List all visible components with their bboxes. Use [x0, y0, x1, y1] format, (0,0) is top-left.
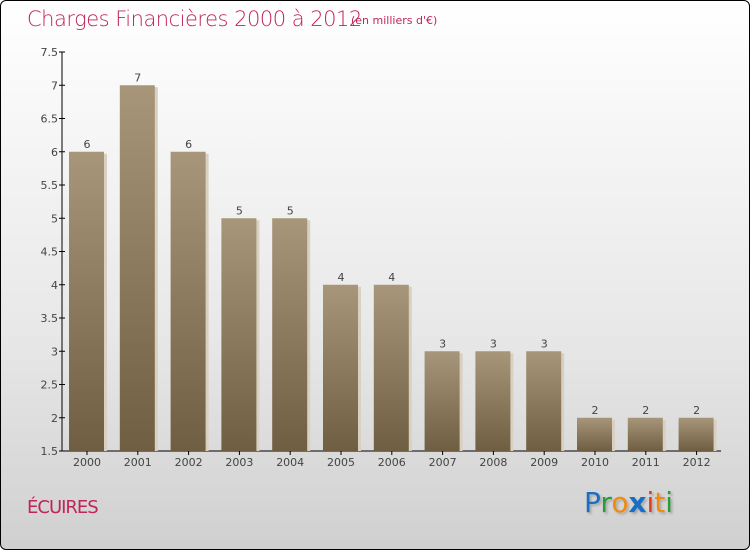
- data-label: 5: [287, 204, 294, 217]
- bar: [170, 151, 206, 451]
- data-label: 2: [592, 404, 599, 417]
- bar: [221, 218, 257, 451]
- logo-letter: r: [600, 486, 612, 519]
- x-tick-label: 2002: [175, 456, 203, 469]
- data-label: 7: [134, 71, 141, 84]
- bar: [424, 351, 460, 451]
- x-tick-label: 2006: [378, 456, 406, 469]
- bar: [678, 417, 714, 451]
- logo-letter: i: [646, 486, 655, 519]
- bar: [272, 218, 308, 451]
- bar: [577, 417, 612, 451]
- x-tick-label: 2004: [276, 456, 304, 469]
- x-tick-label: 2011: [632, 456, 660, 469]
- y-tick-label: 2: [51, 412, 58, 425]
- y-tick-label: 7: [51, 79, 58, 92]
- y-tick-label: 2.5: [41, 379, 59, 392]
- logo-letter: o: [611, 486, 629, 519]
- bar: [526, 351, 562, 451]
- commune-name: ÉCUIRES: [27, 497, 99, 518]
- logo-letter: t: [654, 486, 666, 519]
- x-tick-label: 2003: [225, 456, 253, 469]
- data-label: 3: [439, 337, 446, 350]
- y-tick-label: 6: [51, 146, 58, 159]
- bar: [475, 351, 511, 451]
- y-tick-label: 5.5: [41, 179, 59, 192]
- bar: [373, 284, 409, 451]
- x-tick-label: 2009: [530, 456, 558, 469]
- y-tick-label: 1.5: [41, 445, 59, 458]
- data-label: 2: [642, 404, 649, 417]
- x-tick-label: 2008: [479, 456, 507, 469]
- x-tick-label: 2000: [73, 456, 101, 469]
- y-tick-label: 3: [51, 345, 58, 358]
- y-tick-label: 3.5: [41, 312, 59, 325]
- logo-letter: P: [584, 486, 601, 519]
- bar: [627, 417, 663, 451]
- x-tick-label: 2001: [124, 456, 152, 469]
- bar: [323, 284, 358, 451]
- data-label: 2: [693, 404, 700, 417]
- x-tick-label: 2010: [581, 456, 609, 469]
- y-tick-label: 4.5: [41, 246, 59, 259]
- proxiti-logo: Proxiti: [584, 486, 673, 519]
- data-label: 6: [185, 138, 192, 151]
- data-label: 3: [490, 337, 497, 350]
- logo-letter: i: [665, 486, 674, 519]
- chart-subtitle: (en milliers d'€): [351, 14, 438, 27]
- y-tick-label: 7.5: [41, 46, 59, 59]
- data-label: 6: [84, 138, 91, 151]
- x-tick-label: 2007: [429, 456, 457, 469]
- bar: [69, 151, 104, 451]
- logo-letter: x: [628, 486, 647, 519]
- data-label: 4: [338, 271, 345, 284]
- x-tick-label: 2012: [683, 456, 711, 469]
- y-tick-label: 4: [51, 279, 58, 292]
- data-label: 3: [541, 337, 548, 350]
- chart-title: Charges Financières 2000 à 2012: [27, 7, 362, 31]
- y-tick-label: 6.5: [41, 113, 59, 126]
- x-tick-label: 2005: [327, 456, 355, 469]
- data-label: 4: [388, 271, 395, 284]
- data-label: 5: [236, 204, 243, 217]
- bar: [119, 85, 155, 451]
- y-tick-label: 5: [51, 212, 58, 225]
